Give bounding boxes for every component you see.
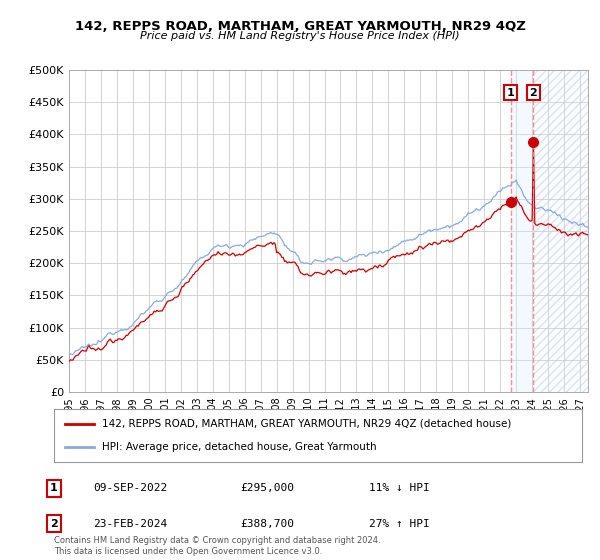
Text: Price paid vs. HM Land Registry's House Price Index (HPI): Price paid vs. HM Land Registry's House … xyxy=(140,31,460,41)
Text: 142, REPPS ROAD, MARTHAM, GREAT YARMOUTH, NR29 4QZ (detached house): 142, REPPS ROAD, MARTHAM, GREAT YARMOUTH… xyxy=(101,419,511,429)
Bar xyxy=(511,70,533,392)
Text: 27% ↑ HPI: 27% ↑ HPI xyxy=(369,519,430,529)
Bar xyxy=(533,70,596,392)
Text: £388,700: £388,700 xyxy=(240,519,294,529)
Text: 2: 2 xyxy=(530,87,538,97)
Text: Contains HM Land Registry data © Crown copyright and database right 2024.
This d: Contains HM Land Registry data © Crown c… xyxy=(54,536,380,556)
Text: 2: 2 xyxy=(50,519,58,529)
Text: 1: 1 xyxy=(507,87,515,97)
Text: HPI: Average price, detached house, Great Yarmouth: HPI: Average price, detached house, Grea… xyxy=(101,442,376,452)
Text: 09-SEP-2022: 09-SEP-2022 xyxy=(93,483,167,493)
Text: 142, REPPS ROAD, MARTHAM, GREAT YARMOUTH, NR29 4QZ: 142, REPPS ROAD, MARTHAM, GREAT YARMOUTH… xyxy=(74,20,526,32)
Text: 11% ↓ HPI: 11% ↓ HPI xyxy=(369,483,430,493)
Text: £295,000: £295,000 xyxy=(240,483,294,493)
Text: 1: 1 xyxy=(50,483,58,493)
Bar xyxy=(533,70,596,392)
Text: 23-FEB-2024: 23-FEB-2024 xyxy=(93,519,167,529)
